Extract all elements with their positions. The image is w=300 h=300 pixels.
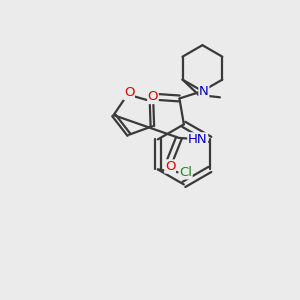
Text: N: N [199,85,209,98]
Text: O: O [148,91,158,103]
Text: O: O [124,86,134,100]
Text: HN: HN [188,133,208,146]
Text: Cl: Cl [179,166,192,179]
Text: O: O [165,160,175,173]
